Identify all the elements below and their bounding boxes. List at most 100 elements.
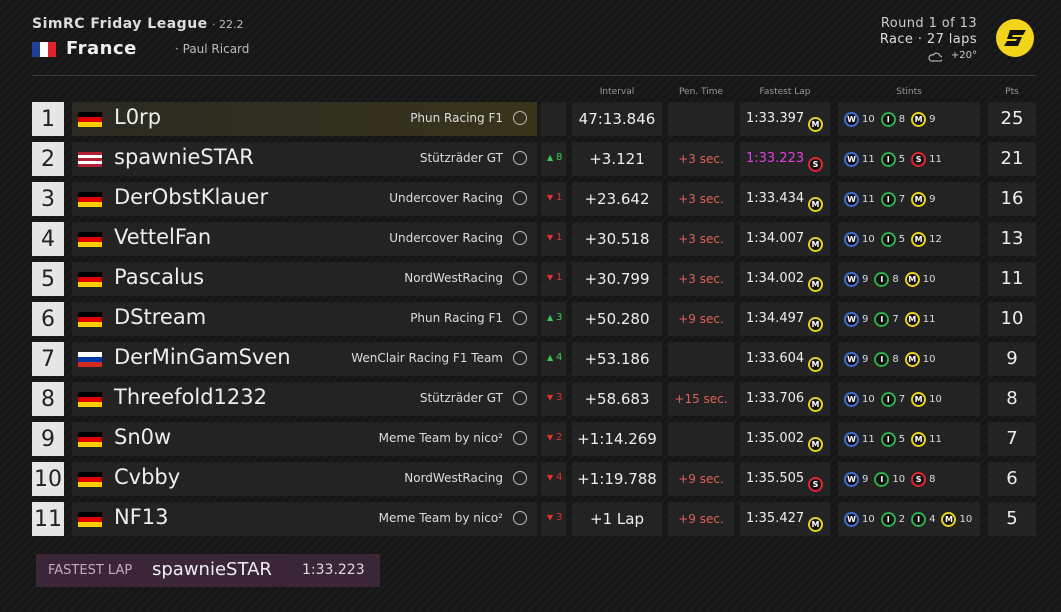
flag-stripe xyxy=(78,317,102,322)
driver-name: DStream xyxy=(114,305,207,329)
tyre-icon: I xyxy=(880,231,896,247)
change-arrow: ▼ xyxy=(547,193,554,202)
flag-stripe xyxy=(78,158,102,161)
position: 10 xyxy=(32,462,64,496)
change-cell: ▼ 4 xyxy=(541,462,566,496)
fastest-lap-banner: FASTEST LAP spawnieSTAR 1:33.223 xyxy=(36,554,380,587)
penalty: +3 sec. xyxy=(678,232,724,246)
change-cell: ▲ 3 xyxy=(541,302,566,336)
fastest-lap-driver: spawnieSTAR xyxy=(152,559,272,580)
fl-tyre: M xyxy=(808,432,823,452)
stint-laps: 5 xyxy=(898,433,906,445)
tyre-icon: W xyxy=(844,511,859,527)
tyre-icon: I xyxy=(874,311,890,327)
stints-cell: W 9 I 7 M 11 xyxy=(838,302,980,336)
result-row: 3 DerObstKlauer Undercover Racing ▼ 1 +23.642… xyxy=(0,182,1061,218)
stint-laps: 10 xyxy=(959,513,973,525)
stint-laps: 5 xyxy=(898,153,906,165)
position: 4 xyxy=(32,222,64,256)
tyre-icon: M xyxy=(911,431,927,447)
stint-laps: 8 xyxy=(898,113,906,125)
flag-stripe xyxy=(78,237,102,242)
tyre-icon: W xyxy=(844,431,859,447)
stint-laps: 11 xyxy=(862,193,875,205)
tyre-icon: M xyxy=(808,237,823,252)
stint-laps: 2 xyxy=(898,513,906,525)
flag-stripe xyxy=(78,161,102,164)
result-row: 4 VettelFan Undercover Racing ▼ 1 +30.518 +3 s… xyxy=(0,222,1061,258)
team-name: Undercover Racing xyxy=(389,191,503,205)
driver-cell: DerMinGamSven WenClair Racing F1 Team xyxy=(72,342,537,376)
driver-name: spawnieSTAR xyxy=(114,145,254,169)
fl-tyre: M xyxy=(808,232,823,252)
position-change: 3 xyxy=(556,392,563,403)
tyre-icon: M xyxy=(911,231,927,247)
change-cell: ▲ 4 xyxy=(541,342,566,376)
tyre-icon: I xyxy=(880,431,896,447)
flag-stripe xyxy=(78,242,102,247)
points: 21 xyxy=(988,142,1036,176)
fl-tyre: M xyxy=(808,512,823,532)
fastest-lap-cell: 1:34.497 M xyxy=(740,302,830,336)
flag-stripe xyxy=(78,155,102,158)
stint-laps: 9 xyxy=(862,273,869,285)
flag xyxy=(78,472,102,487)
driver-cell: Pascalus NordWestRacing xyxy=(72,262,537,296)
penalty-cell: +3 sec. xyxy=(668,182,734,216)
points: 5 xyxy=(988,502,1036,536)
flag xyxy=(32,42,56,57)
column-header: Pen. Time xyxy=(678,87,724,97)
stint-laps: 7 xyxy=(898,393,906,405)
stints-cell: W 10 I 7 M 10 xyxy=(838,382,980,416)
driver-cell: Sn0w Meme Team by nico² xyxy=(72,422,537,456)
flag xyxy=(78,352,102,367)
fastest-lap-cell: 1:33.223 S xyxy=(740,142,830,176)
interval: +58.683 xyxy=(572,382,662,416)
stint-laps: 5 xyxy=(898,233,906,245)
tyre-icon: M xyxy=(808,317,823,332)
penalty-cell xyxy=(668,342,734,376)
points: 7 xyxy=(988,422,1036,456)
fastest-lap-cell: 1:33.706 M xyxy=(740,382,830,416)
fastest-lap: 1:35.427 xyxy=(746,511,805,526)
stint-laps: 10 xyxy=(862,393,875,405)
position-change: 4 xyxy=(556,472,563,483)
points: 16 xyxy=(988,182,1036,216)
driver-name: L0rp xyxy=(114,105,162,129)
stint-laps: 9 xyxy=(862,353,869,365)
interval: +30.799 xyxy=(572,262,662,296)
flag-stripe xyxy=(78,112,102,117)
change-arrow: ▼ xyxy=(547,433,554,442)
driver-name: Threefold1232 xyxy=(114,385,267,409)
tyre-icon: M xyxy=(808,517,823,532)
points: 6 xyxy=(988,462,1036,496)
fastest-lap: 1:33.706 xyxy=(746,391,805,406)
stint-laps: 10 xyxy=(862,233,875,245)
stint-laps: 11 xyxy=(922,313,936,325)
fastest-lap-cell: 1:35.427 M xyxy=(740,502,830,536)
result-row: 8 Threefold1232 Stützräder GT ▼ 3 +58.683 +15 … xyxy=(0,382,1061,418)
position: 8 xyxy=(32,382,64,416)
flag-stripe xyxy=(78,477,102,482)
change-cell xyxy=(541,102,566,136)
tyre-icon: I xyxy=(880,151,896,167)
flag xyxy=(78,512,102,527)
penalty-cell xyxy=(668,422,734,456)
points: 13 xyxy=(988,222,1036,256)
team-logo xyxy=(513,271,527,285)
stint-laps: 4 xyxy=(929,513,936,525)
team-logo xyxy=(513,231,527,245)
tyre-icon: I xyxy=(880,511,896,527)
season: · 22.2 xyxy=(212,18,244,31)
stint-laps: 9 xyxy=(862,473,869,485)
team-name: Phun Racing F1 xyxy=(410,111,503,125)
tyre-icon: I xyxy=(874,471,890,487)
fastest-lap-cell: 1:34.007 M xyxy=(740,222,830,256)
stints-cell: W 10 I 5 M 12 xyxy=(838,222,980,256)
stints-cell: W 9 I 10 S 8 xyxy=(838,462,980,496)
flag-stripe xyxy=(78,432,102,437)
tyre-icon: M xyxy=(911,191,927,207)
driver-name: Pascalus xyxy=(114,265,205,289)
flag-stripe xyxy=(78,202,102,207)
stint-laps: 10 xyxy=(862,513,875,525)
